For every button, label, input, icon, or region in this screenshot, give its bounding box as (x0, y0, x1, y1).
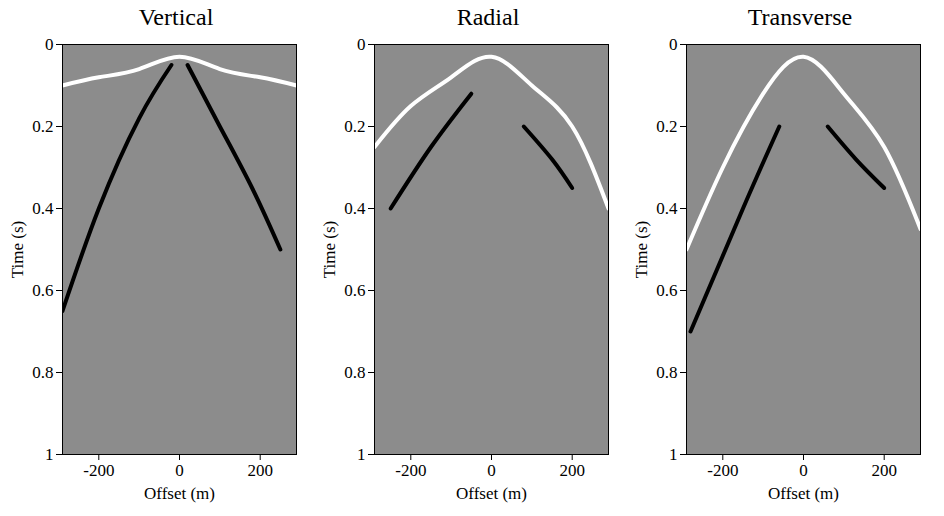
svg-text:200: 200 (247, 461, 273, 480)
html-text:Radial: Radial (456, 4, 520, 30)
svg-text:0: 0 (175, 461, 184, 480)
svg-text:1: 1 (357, 445, 366, 464)
svg-text:0.2: 0.2 (344, 117, 365, 136)
svg-text:0.6: 0.6 (32, 281, 53, 300)
svg-text:0.6: 0.6 (656, 281, 677, 300)
svg-text:Time (s): Time (s) (320, 221, 339, 278)
svg-text:Offset (m): Offset (m) (768, 484, 839, 503)
svg-text:0: 0 (357, 35, 366, 54)
svg-text:0.8: 0.8 (656, 363, 677, 382)
svg-text:0: 0 (45, 35, 54, 54)
svg-text:0.8: 0.8 (32, 363, 53, 382)
html-text:Vertical: Vertical (138, 4, 214, 30)
svg-text:0.4: 0.4 (344, 199, 366, 218)
svg-text:0.6: 0.6 (344, 281, 365, 300)
html-text:Transverse: Transverse (747, 4, 853, 30)
svg-text:0: 0 (669, 35, 678, 54)
svg-text:200: 200 (871, 461, 897, 480)
svg-text:0.2: 0.2 (656, 117, 677, 136)
svg-text:Offset (m): Offset (m) (456, 484, 527, 503)
svg-text:-200: -200 (83, 461, 114, 480)
svg-text:0.2: 0.2 (32, 117, 53, 136)
svg-text:0.4: 0.4 (656, 199, 678, 218)
svg-text:Time (s): Time (s) (632, 221, 651, 278)
svg-text:-200: -200 (707, 461, 738, 480)
svg-text:0.4: 0.4 (32, 199, 54, 218)
svg-text:-200: -200 (395, 461, 426, 480)
svg-text:Offset (m): Offset (m) (144, 484, 215, 503)
svg-text:1: 1 (669, 445, 678, 464)
svg-text:1: 1 (45, 445, 54, 464)
svg-text:0: 0 (799, 461, 808, 480)
svg-text:200: 200 (559, 461, 585, 480)
svg-text:Time (s): Time (s) (8, 221, 27, 278)
svg-text:0: 0 (487, 461, 496, 480)
svg-text:0.8: 0.8 (344, 363, 365, 382)
